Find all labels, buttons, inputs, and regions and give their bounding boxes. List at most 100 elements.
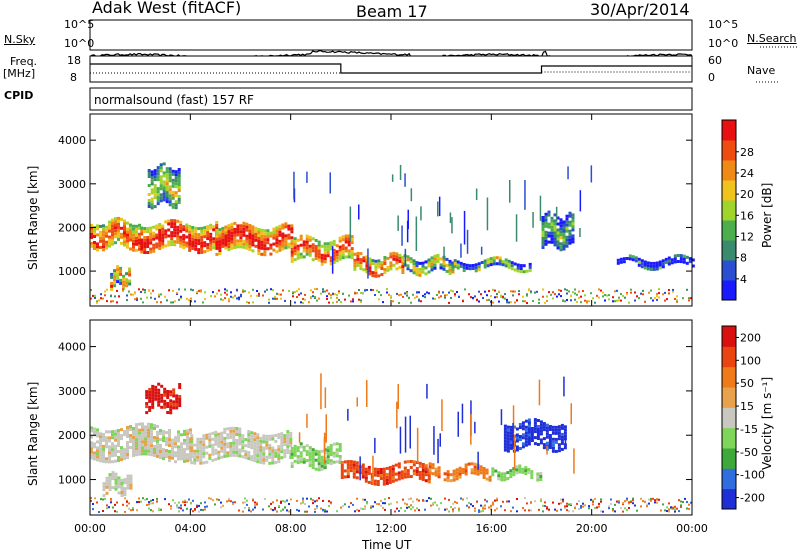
cpid-label: CPID — [4, 89, 34, 102]
power-colorbar-tick-label: 12 — [740, 230, 754, 243]
velocity-colorbar: 200 100 50 15 -15 -50 -100 -200 — [721, 325, 765, 510]
power-colorbar-swatch — [722, 200, 736, 221]
xtick-label: 00:00 — [74, 522, 106, 535]
freq-tick-top: 18 — [67, 54, 81, 67]
nsearch-tick-top: 10^5 — [708, 18, 739, 31]
freq-label: Freq. — [10, 55, 38, 68]
power-echo-band — [453, 256, 532, 274]
velocity-echo-band — [503, 418, 567, 453]
freq-panel-frame — [89, 55, 693, 83]
velocity-colorbar-tick-label: 200 — [740, 331, 761, 344]
nave-tick-top: 60 — [708, 54, 722, 67]
velocity-echo-band — [428, 462, 492, 483]
velocity-colorbar-swatch — [722, 326, 736, 347]
power-echo-band — [541, 210, 575, 252]
power-echo-band — [147, 162, 181, 210]
power-colorbar-swatch — [722, 260, 736, 281]
velocity-colorbar-label: Velocity [m s⁻¹] — [760, 376, 774, 470]
nsearch-tick-bottom: 10^0 — [708, 37, 739, 50]
power-echo-band — [353, 251, 405, 278]
xtick-label: 20:00 — [576, 522, 608, 535]
velocity-colorbar-tick-label: 100 — [740, 354, 761, 367]
velocity-colorbar-swatch — [722, 448, 736, 469]
station-title: Adak West (fitACF) — [92, 0, 242, 17]
velocity-ytick-label: 3000 — [58, 385, 86, 398]
velocity-echo-band — [190, 426, 293, 465]
power-echo-band — [616, 254, 695, 271]
nave-tick-bottom: 0 — [708, 71, 715, 84]
power-vertical-streaks — [293, 164, 593, 279]
velocity-vertical-streaks — [298, 373, 575, 485]
cpid-panel-frame — [89, 87, 693, 111]
power-heatmap — [89, 113, 695, 307]
velocity-ytick-label: 4000 — [58, 341, 86, 354]
nsky-tick-bottom: 10^0 — [64, 37, 95, 50]
power-colorbar-tick-label: 8 — [740, 252, 747, 265]
velocity-low-range-noise — [90, 497, 692, 513]
power-ylabel: Slant Range [km] — [26, 165, 40, 270]
freq-trace — [90, 63, 692, 74]
velocity-colorbar-frame — [721, 325, 737, 510]
velocity-colorbar-tick-label: -50 — [740, 446, 758, 459]
velocity-colorbar-swatch — [722, 488, 736, 510]
velocity-panel-background — [90, 320, 692, 515]
xtick-label: 08:00 — [275, 522, 307, 535]
nsky-panel-frame — [89, 19, 693, 51]
cpid-value: normalsound (fast) 157 RF — [94, 93, 254, 107]
power-colorbar-tick-label: 4 — [740, 273, 747, 286]
nsky-tick-top: 10^5 — [64, 18, 95, 31]
power-ytick-label: 4000 — [58, 134, 86, 147]
xtick-label: 04:00 — [174, 522, 206, 535]
power-colorbar-swatch — [722, 280, 736, 301]
power-echo-band — [215, 221, 294, 257]
power-colorbar-tick-label: 16 — [740, 209, 754, 222]
velocity-ylabel: Slant Range [km] — [26, 381, 40, 486]
power-colorbar-swatch — [722, 240, 736, 261]
power-colorbar: 4 8 12 16 20 24 28 — [721, 119, 754, 301]
power-echo-band — [290, 234, 354, 266]
velocity-colorbar-swatch — [722, 468, 736, 490]
velocity-ytick-label: 1000 — [58, 474, 86, 487]
velocity-ytick-label: 2000 — [58, 429, 86, 442]
velocity-colorbar-tick-label: -15 — [740, 423, 758, 436]
power-colorbar-frame — [721, 119, 737, 301]
velocity-colorbar-swatch — [722, 366, 736, 388]
velocity-colorbar-tick-label: -100 — [740, 469, 765, 482]
xtick-label: 12:00 — [375, 522, 407, 535]
power-echo-band — [90, 216, 141, 252]
power-colorbar-tick-label: 28 — [740, 146, 754, 159]
power-colorbar-tick-label: 24 — [740, 167, 754, 180]
velocity-echo-band — [90, 422, 192, 464]
power-colorbar-swatch — [722, 220, 736, 241]
velocity-colorbar-tick-label: -200 — [740, 492, 765, 505]
power-colorbar-swatch — [722, 120, 736, 141]
beam-title: Beam 17 — [356, 2, 428, 21]
power-low-range-noise — [90, 288, 692, 304]
velocity-colorbar-swatch — [722, 427, 736, 449]
power-ytick-label: 3000 — [58, 178, 86, 191]
nave-trace — [90, 71, 692, 74]
nsearch-label: N.Search — [747, 32, 797, 45]
velocity-echo-band — [491, 464, 543, 482]
velocity-colorbar-swatch — [722, 346, 736, 368]
date-title: 30/Apr/2014 — [590, 0, 690, 19]
power-ytick-label: 2000 — [58, 221, 86, 234]
power-panel-background — [90, 114, 692, 306]
freq-tick-bottom: 8 — [70, 71, 77, 84]
power-echo-band — [140, 219, 219, 255]
velocity-colorbar-swatch — [722, 407, 736, 429]
power-colorbar-tick-label: 20 — [740, 188, 754, 201]
velocity-colorbar-tick-label: 15 — [740, 400, 754, 413]
nave-label: Nave — [747, 64, 776, 77]
power-ytick-label: 1000 — [58, 265, 86, 278]
power-colorbar-swatch — [722, 140, 736, 161]
velocity-colorbar-tick-label: 50 — [740, 377, 754, 390]
xtick-label: 16:00 — [475, 522, 507, 535]
velocity-echo-band — [102, 471, 133, 498]
xtick-label: 00:00 — [676, 522, 708, 535]
power-colorbar-swatch — [722, 180, 736, 201]
x-axis-label: Time UT — [362, 538, 412, 552]
freq-unit: [MHz] — [3, 67, 36, 80]
velocity-echo-band — [340, 460, 431, 486]
